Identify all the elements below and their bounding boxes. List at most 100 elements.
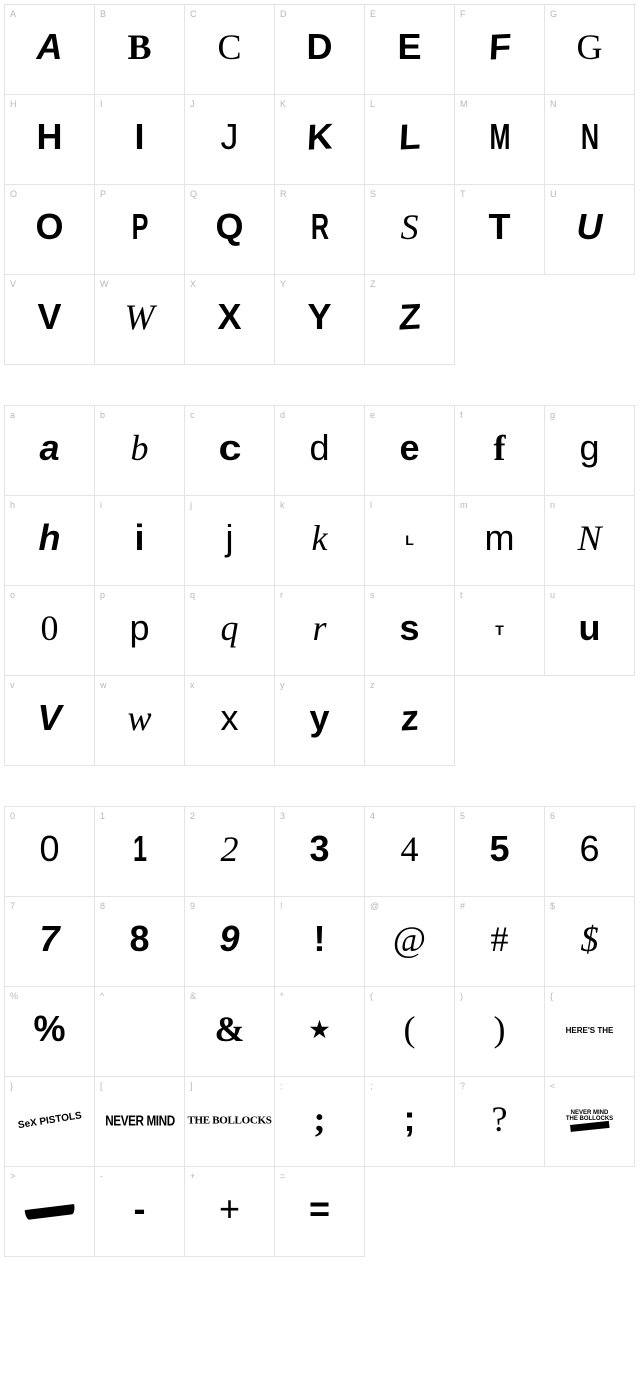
glyph-cell: mm [455, 496, 545, 586]
cell-glyph: THE BOLLOCKS [187, 1115, 271, 1126]
cell-glyph: g [579, 430, 599, 466]
cell-glyph: k [312, 520, 328, 556]
cell-label: h [10, 500, 15, 510]
cell-label: # [460, 901, 465, 911]
cell-label: 8 [100, 901, 105, 911]
cell-glyph: - [134, 1191, 146, 1227]
cell-label: U [550, 189, 557, 199]
glyph-cell: UU [545, 185, 635, 275]
cell-glyph: i [134, 520, 144, 556]
cell-glyph: d [309, 430, 329, 466]
cell-label: } [10, 1081, 13, 1091]
glyph-cell: JJ [185, 95, 275, 185]
glyph-cell: dd [275, 406, 365, 496]
cell-glyph: f [494, 430, 506, 466]
cell-label: z [370, 680, 375, 690]
glyph-cell: ^ [95, 987, 185, 1077]
cell-glyph: z [400, 699, 420, 736]
glyph-cell: ++ [185, 1167, 275, 1257]
glyph-cell: > [5, 1167, 95, 1257]
cell-glyph: 3 [309, 831, 329, 867]
cell-glyph: r [312, 610, 326, 646]
cell-label: 6 [550, 811, 555, 821]
cell-label: c [190, 410, 195, 420]
glyph-cell: vV [5, 676, 95, 766]
cell-glyph: N [577, 520, 601, 556]
cell-glyph: 7 [39, 921, 59, 957]
cell-label: p [100, 590, 105, 600]
glyph-cell: II [95, 95, 185, 185]
glyph-cell: DD [275, 5, 365, 95]
cell-glyph: a [39, 430, 59, 466]
cell-glyph: # [491, 921, 509, 957]
cell-label: X [190, 279, 196, 289]
cell-glyph: T [489, 209, 511, 245]
cell-label: B [100, 9, 106, 19]
cell-label: + [190, 1171, 195, 1181]
cell-glyph: ; [314, 1101, 326, 1137]
cell-label: t [460, 590, 463, 600]
cell-label: J [190, 99, 195, 109]
glyph-cell: qq [185, 586, 275, 676]
cell-glyph: J [221, 119, 239, 155]
cell-glyph: S [401, 209, 419, 245]
section-numbers-symbols: 00112233445566778899!!@@##$$%%^&&*★(()){… [4, 806, 636, 1257]
cell-label: [ [100, 1081, 103, 1091]
cell-label: < [550, 1081, 555, 1091]
glyph-cell: aa [5, 406, 95, 496]
cell-label: { [550, 991, 553, 1001]
cell-label: a [10, 410, 15, 420]
cell-label: e [370, 410, 375, 420]
cell-glyph: 8 [129, 921, 149, 957]
cell-glyph: V [37, 299, 61, 335]
cell-label: v [10, 680, 15, 690]
glyph-cell: 33 [275, 807, 365, 897]
cell-label: 2 [190, 811, 195, 821]
cell-glyph: HERE'S THE [566, 1027, 614, 1035]
cell-label: $ [550, 901, 555, 911]
cell-glyph: $ [581, 921, 599, 957]
cell-label: I [100, 99, 103, 109]
cell-glyph: s [399, 610, 419, 646]
glyph-cell: @@ [365, 897, 455, 987]
glyph-cell: zz [365, 676, 455, 766]
cell-label: O [10, 189, 17, 199]
glyph-cell: %% [5, 987, 95, 1077]
cell-label: o [10, 590, 15, 600]
cell-label: K [280, 99, 286, 109]
cell-label: 0 [10, 811, 15, 821]
cell-label: D [280, 9, 287, 19]
glyph-cell: OO [5, 185, 95, 275]
glyph-cell: GG [545, 5, 635, 95]
cell-glyph: q [221, 610, 239, 646]
cell-label: * [280, 991, 284, 1001]
glyph-cell: *★ [275, 987, 365, 1077]
cell-glyph: D [307, 29, 333, 65]
cell-glyph: V [37, 700, 61, 736]
cell-label: = [280, 1171, 285, 1181]
cell-glyph: L [405, 532, 414, 546]
glyph-cell: ?? [455, 1077, 545, 1167]
cell-glyph: K [305, 118, 333, 155]
cell-label: l [370, 500, 372, 510]
glyph-cell: -- [95, 1167, 185, 1257]
cell-glyph: 1 [132, 831, 146, 867]
glyph-cell: 66 [545, 807, 635, 897]
glyph-grid: aabbccddeeffgghhiijjkklLmmnNo0ppqqrrsstT… [4, 405, 636, 766]
cell-glyph: T [495, 622, 504, 636]
cell-glyph: M [489, 119, 510, 155]
cell-glyph: I [134, 119, 144, 155]
cell-label: W [100, 279, 109, 289]
cell-label: w [100, 680, 107, 690]
cell-glyph: Y [307, 299, 331, 335]
glyph-cell: YY [275, 275, 365, 365]
cell-label: g [550, 410, 555, 420]
glyph-cell: 44 [365, 807, 455, 897]
glyph-cell: 77 [5, 897, 95, 987]
cell-label: 5 [460, 811, 465, 821]
glyph-cell: ## [455, 897, 545, 987]
cell-label: S [370, 189, 376, 199]
cell-glyph: ★ [310, 1019, 330, 1041]
cell-glyph: ? [492, 1101, 508, 1137]
cell-label: j [190, 500, 192, 510]
